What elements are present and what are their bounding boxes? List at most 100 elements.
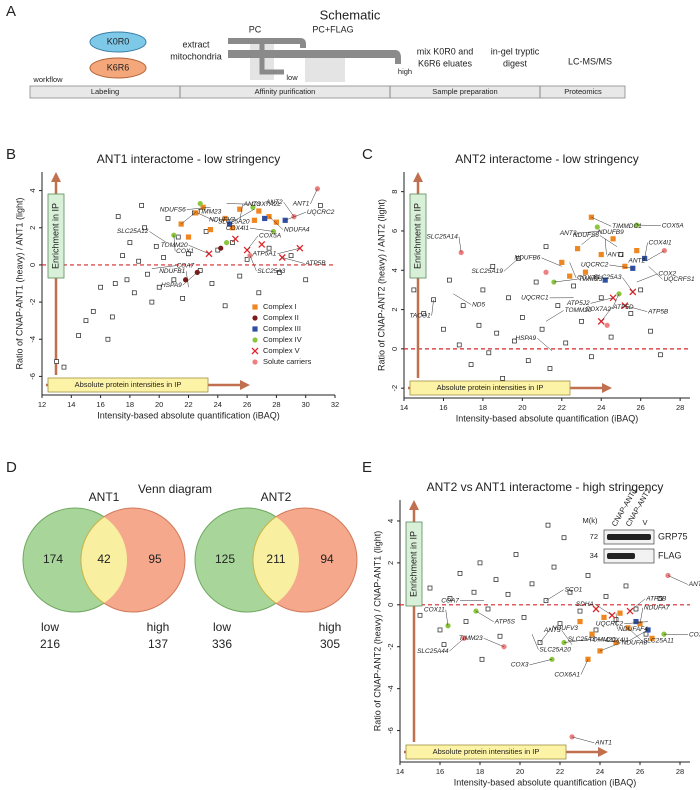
annotation-leader [599,235,618,247]
point [207,227,214,233]
lane-label: V [642,518,647,527]
point [61,364,67,370]
low-label: low [286,73,298,82]
x-tick-label: 22 [556,767,564,776]
annotation: SLC25A44 [417,648,449,655]
mw-marker: 34 [590,551,598,560]
point [112,281,118,286]
annotation-leader [246,235,259,251]
point [223,240,230,246]
annotation: SLC25A11 [643,638,674,645]
annotation: SLC25A14 [426,233,458,240]
annotation: COX3 [511,662,529,669]
annotation-leader [596,638,621,643]
annotation: COX5A [662,222,684,229]
point [149,299,155,305]
point [574,246,581,252]
point [276,270,282,275]
annotation: ANT3 [243,201,261,208]
point [505,591,511,597]
point [500,375,505,381]
venn-overlap [80,508,127,612]
x-tick-label: 20 [518,403,526,412]
point [186,251,191,257]
point [618,252,624,257]
y-tick-label: 4 [28,188,37,192]
point [266,245,272,251]
annotation-leader [624,621,649,625]
venn-set-label: low [213,620,231,634]
point [437,627,443,633]
annotation-leader [531,634,539,650]
panel-label: D [6,459,17,476]
annotation: SLC25A20 [539,646,571,653]
point [441,642,447,647]
x-tick-label: 24 [596,767,604,776]
x-tick-label: 18 [126,400,134,409]
point [582,269,589,275]
annotation-leader [285,211,306,221]
annotation: NDUFS6 [160,206,186,213]
venn-count: 211 [266,552,285,566]
intensity-arrowhead [598,747,608,757]
annotation-leader [283,202,295,217]
x-tick-label: 28 [272,400,280,409]
intensity-label: Absolute protein intensities in IP [75,380,182,389]
point [603,594,609,599]
point [226,221,233,227]
enrichment-box [405,521,423,607]
point [634,248,640,254]
annotation: ATP5B [647,308,669,315]
y-tick-label: -2 [390,385,399,392]
annotation: ANT1 [292,201,310,208]
point [604,322,610,328]
y-tick-label: 2 [28,226,37,230]
venn-count: 125 [215,552,235,566]
annotation: ANT1 [594,740,612,747]
x-tick-label: 28 [676,403,684,412]
point [471,589,477,595]
annotation-leader [611,293,620,310]
point [597,317,605,325]
point [602,277,608,283]
x-tick-label: 20 [155,400,163,409]
x-tick-label: 26 [637,403,645,412]
y-tick-label: 4 [390,268,399,272]
low-arrow [259,44,284,75]
x-tick-label: 14 [396,767,404,776]
point [200,204,206,210]
point [649,635,655,641]
legend-label: Complex IV [263,335,302,344]
y-tick-label: 0 [390,347,399,351]
point [165,216,171,221]
annotation: COX4I1 [606,637,630,644]
annotation: ANT2 [265,199,283,206]
annotation-leader [483,637,505,647]
point [571,283,576,289]
annotation: TIMMDC1 [612,223,642,230]
y-tick-label: -6 [28,373,37,380]
point [658,352,663,358]
chart-title: ANT2 interactome - low stringency [455,152,638,166]
point [411,287,417,293]
point [262,215,268,222]
point [593,627,599,633]
y-tick-label: -2 [386,643,395,650]
point [525,358,531,364]
venn-name: ANT2 [261,490,292,504]
annotation-leader [590,297,614,304]
point [303,277,309,283]
x-tick-label: 26 [636,767,644,776]
point [630,265,636,271]
annotation: SLC25A20 [218,219,250,226]
intensity-label: Absolute protein intensities in IP [437,383,544,392]
point [142,225,147,231]
y-tick-label: 0 [28,263,37,267]
annotation-leader [639,607,644,624]
point [182,277,189,283]
heavy-label: K6R6 [107,62,130,72]
annotation: ANT3 [559,230,577,237]
annotation-leader [249,255,257,272]
annotation: TOMM20 [161,242,188,249]
legend-marker [251,347,259,355]
